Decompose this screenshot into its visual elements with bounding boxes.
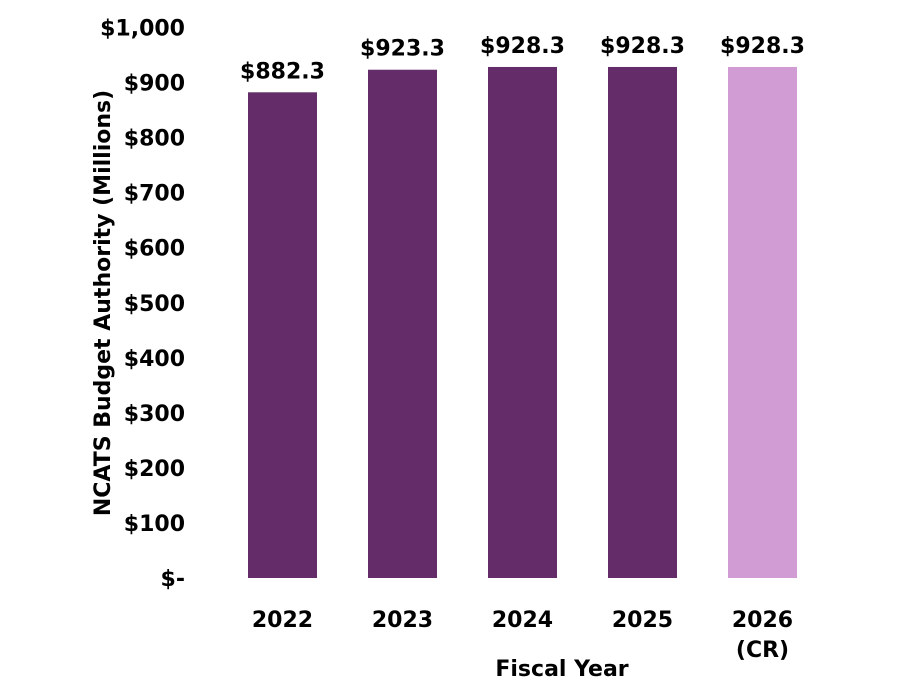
x-axis-title: Fiscal Year bbox=[495, 657, 628, 682]
y-tick-label: $1,000 bbox=[100, 17, 185, 42]
data-label: $928.3 bbox=[480, 34, 565, 59]
data-label: $882.3 bbox=[240, 59, 325, 84]
y-tick-label: $700 bbox=[124, 182, 185, 207]
y-tick-label: $- bbox=[161, 567, 185, 592]
y-tick-label: $500 bbox=[124, 292, 185, 317]
y-tick-label: $300 bbox=[124, 402, 185, 427]
y-tick-label: $400 bbox=[124, 347, 185, 372]
bar-2023 bbox=[368, 69, 437, 578]
x-tick-label: 2026 (CR) bbox=[732, 608, 793, 663]
y-tick-label: $800 bbox=[124, 127, 185, 152]
data-label: $923.3 bbox=[360, 37, 445, 62]
x-tick-label: 2025 bbox=[612, 608, 673, 633]
y-tick-label: $900 bbox=[124, 72, 185, 97]
bar-2026 bbox=[728, 66, 797, 578]
bar-2022 bbox=[248, 92, 317, 578]
bar-2025 bbox=[608, 66, 677, 578]
data-label: $928.3 bbox=[600, 34, 685, 59]
data-label: $928.3 bbox=[720, 34, 805, 59]
y-tick-label: $600 bbox=[124, 237, 185, 262]
bar-2024 bbox=[488, 66, 557, 578]
y-tick-label: $200 bbox=[124, 457, 185, 482]
x-tick-label: 2023 bbox=[372, 608, 433, 633]
y-axis-title: NCATS Budget Authority (Millions) bbox=[91, 90, 116, 516]
x-tick-label: 2024 bbox=[492, 608, 553, 633]
x-tick-label: 2022 bbox=[252, 608, 313, 633]
y-tick-label: $100 bbox=[124, 512, 185, 537]
